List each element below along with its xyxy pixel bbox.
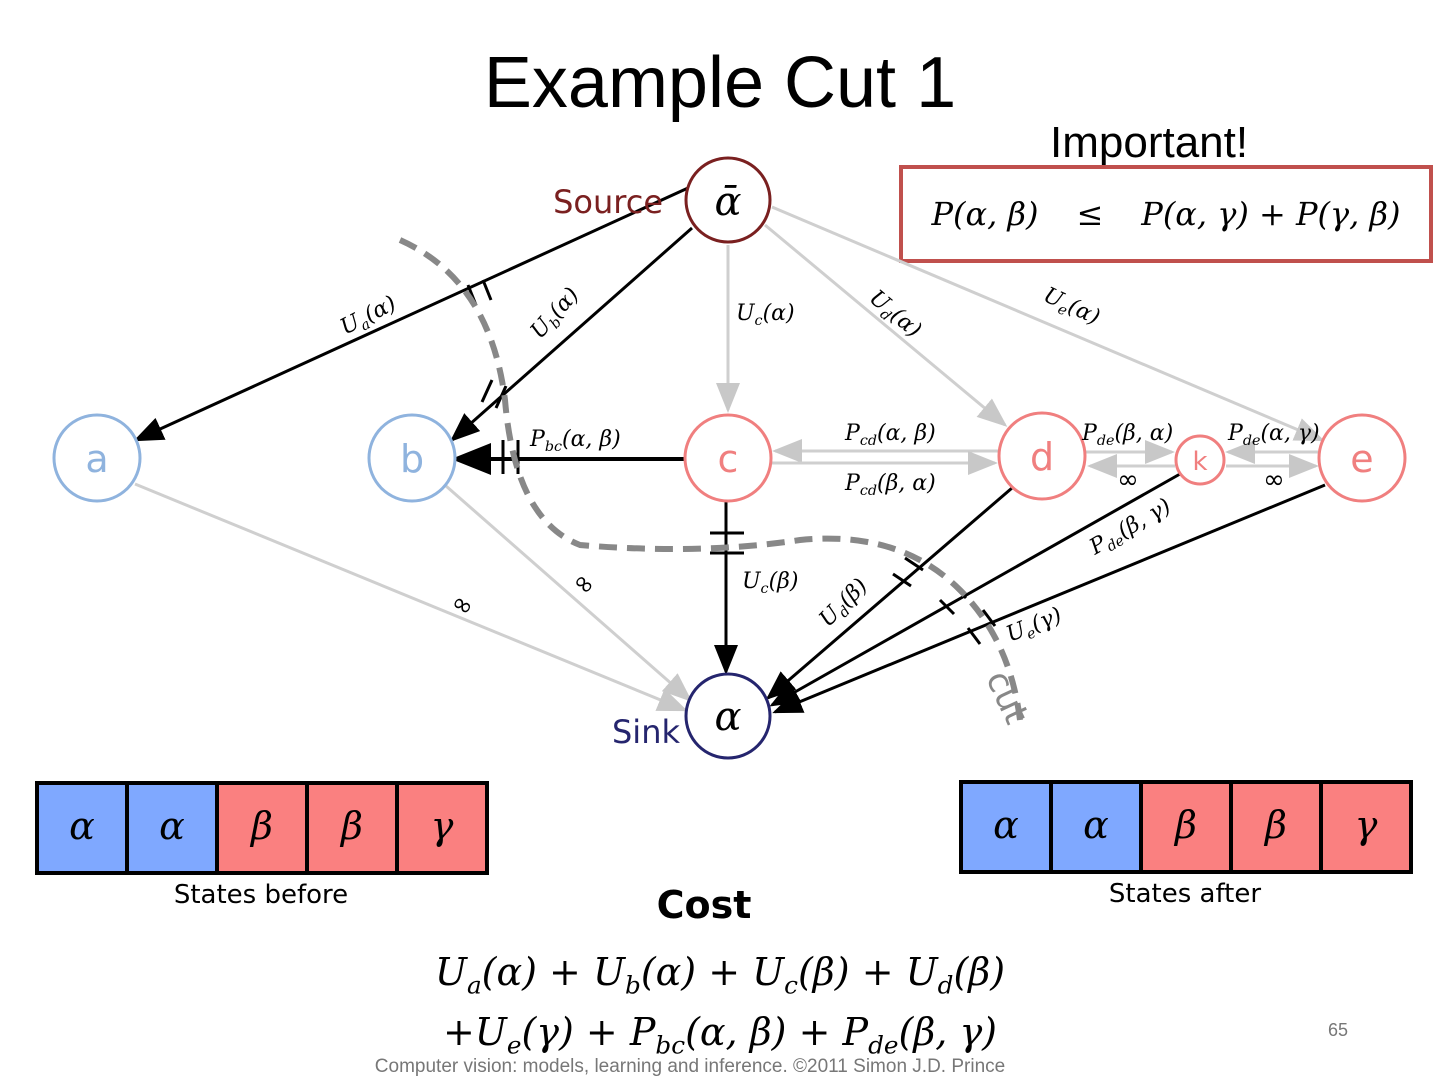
cut-curve: [398, 237, 1023, 721]
edge-d-sink: [765, 486, 1013, 700]
edge-e-sink: [772, 483, 1326, 714]
state-cell: [125, 781, 219, 875]
sink-node: α: [684, 672, 772, 760]
sink-symbol: α: [714, 694, 741, 740]
edge-label-pcd-ab: Pcd(α, β): [844, 421, 936, 449]
node-d-label: d: [1030, 435, 1054, 479]
state-symbol: β: [249, 804, 273, 848]
states-before-caption: States before: [174, 880, 348, 910]
state-cell: [35, 781, 129, 875]
node-c: c: [683, 413, 773, 503]
state-cell: [395, 781, 489, 875]
node-a: a: [52, 413, 142, 503]
state-cell: [1229, 780, 1323, 874]
cost-line-1: Ua(α) + Ub(α) + Uc(β) + Ud(β): [435, 950, 1005, 999]
edge-label-pbc: Pbc(α, β): [529, 427, 621, 455]
node-d: d: [997, 411, 1087, 501]
edge-label-uc-a: Uc(α): [736, 301, 795, 329]
slide-title: Example Cut 1: [483, 43, 957, 123]
state-cell: [1049, 780, 1143, 874]
inequality-lhs: P(α, β): [931, 195, 1039, 233]
inequality-op: ≤: [1076, 195, 1104, 233]
node-a-label: a: [85, 437, 108, 481]
state-symbol: α: [993, 803, 1019, 847]
edge-label-ue-g: Ue(γ): [1003, 603, 1067, 650]
states-after-caption: States after: [1109, 879, 1261, 909]
edge-source-d: [764, 223, 1008, 427]
node-e-label: e: [1350, 437, 1373, 481]
infinity-dk: ∞: [1117, 465, 1139, 495]
edge-label-uc-b: Uc(β): [742, 569, 798, 597]
black-edges: [133, 186, 1326, 714]
source-label: Source: [553, 183, 663, 221]
source-node: ᾱ: [684, 156, 772, 244]
page-number: 65: [1328, 1020, 1349, 1040]
state-symbol: α: [159, 804, 185, 848]
node-e: e: [1317, 413, 1407, 503]
state-symbol: β: [1173, 803, 1197, 847]
edge-label-pde-ba: Pde(β, α): [1081, 421, 1173, 449]
edge-source-b: [449, 226, 693, 442]
sink-label: Sink: [612, 713, 680, 751]
edge-label-pcd-ba: Pcd(β, α): [844, 471, 936, 499]
infinity-a-sink: ∞: [446, 587, 480, 624]
edge-k-sink: [769, 472, 1181, 707]
state-cell: [215, 781, 309, 875]
state-symbol: γ: [1355, 803, 1378, 847]
important-label: Important!: [1050, 118, 1249, 167]
state-symbol: α: [1083, 803, 1109, 847]
edge-b-sink: [445, 484, 693, 702]
state-cell: [1139, 780, 1233, 874]
state-symbol: β: [1263, 803, 1287, 847]
infinity-ke: ∞: [1263, 465, 1285, 495]
node-c-label: c: [718, 437, 739, 481]
state-symbol: β: [339, 804, 363, 848]
state-cell: [1319, 780, 1413, 874]
state-symbol: α: [69, 804, 95, 848]
cost-title: Cost: [657, 883, 752, 927]
inequality-rhs: P(α, γ) + P(γ, β): [1141, 195, 1401, 233]
state-cell: [959, 780, 1053, 874]
node-b: b: [367, 413, 457, 503]
cut-label: cut: [977, 665, 1036, 730]
edge-label-ub: Ub(α): [526, 283, 587, 346]
edge-source-e: [771, 205, 1325, 442]
edge-a-sink: [134, 482, 688, 712]
cost-line-2: +Ue(γ) + Pbc(α, β) + Pde(β, γ): [443, 1010, 997, 1059]
source-symbol: ᾱ: [714, 179, 741, 225]
triangle-inequality-box: P(α, β) ≤ P(α, γ) + P(γ, β): [899, 165, 1433, 263]
state-symbol: γ: [431, 804, 454, 848]
edge-label-pde-ag: Pde(α, γ): [1227, 421, 1320, 449]
node-b-label: b: [400, 437, 424, 481]
node-k-label: k: [1192, 447, 1207, 477]
gray-edges: [134, 205, 1325, 712]
edge-label-ud-b: Ud(β): [815, 574, 875, 634]
edge-source-a: [133, 186, 689, 442]
footer: Computer vision: models, learning and in…: [374, 1056, 1006, 1077]
node-k: k: [1174, 434, 1226, 486]
